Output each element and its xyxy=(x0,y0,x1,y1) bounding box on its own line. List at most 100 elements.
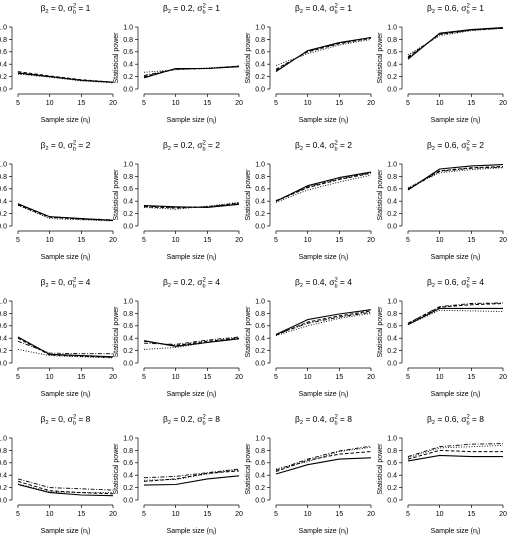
y-tick-label: 0.8 xyxy=(387,311,397,318)
y-tick-label: 0.8 xyxy=(123,448,133,455)
x-tick-label: 15 xyxy=(335,511,343,518)
y-tick-label: 0.2 xyxy=(123,348,133,355)
y-tick-label: 1.0 xyxy=(387,435,397,442)
x-tick-label: 5 xyxy=(406,237,410,244)
y-axis-label: Statistical power xyxy=(377,306,384,358)
panel-1-0: β2 = 0, σ2b = 2 0.0 0.2 0.4 0.6 0.8 1.0 5 10 15 20… xyxy=(0,140,117,263)
panel-title: β2 = 0.6, σ2 b = 1 xyxy=(427,3,484,16)
y-tick-label: 0.6 xyxy=(387,186,397,193)
series-line-solid xyxy=(17,336,114,358)
y-tick-label: 0.6 xyxy=(0,323,7,330)
y-tick-label: 0.2 xyxy=(255,74,265,81)
y-tick-label: 0.2 xyxy=(387,348,397,355)
x-tick-label: 10 xyxy=(304,511,312,518)
series-line-dashdot xyxy=(407,443,504,458)
panel-title: β2 = 0.2, σ2 b = 8 xyxy=(163,414,220,427)
y-tick-label: 0.8 xyxy=(123,37,133,44)
x-axis-label: Sample size (ni) xyxy=(299,254,349,263)
x-tick-label: 20 xyxy=(235,100,243,107)
x-tick-label: 5 xyxy=(406,511,410,518)
series-line-dashed xyxy=(407,449,503,460)
panel-title: β2 = 0.6, σ2 b = 8 xyxy=(427,414,484,427)
y-tick-label: 0.0 xyxy=(0,360,7,367)
series-line-dashdot xyxy=(17,203,114,221)
panel-title: β2 = 0, σ2 b = 2 xyxy=(41,140,91,153)
x-tick-label: 20 xyxy=(367,237,375,244)
series-line-dashdot xyxy=(17,73,114,83)
series-line-dotted xyxy=(407,27,504,56)
y-axis-label: Statistical power xyxy=(377,32,384,84)
panel-2-1: β2 = 0.2, σ2 b = 4 0.0 0.2 0.4 0.6 0.8 1.0 5 10 15… xyxy=(113,277,243,400)
x-axis-label: Sample size (ni) xyxy=(431,117,481,126)
y-tick-label: 0.6 xyxy=(387,49,397,56)
y-tick-label: 0.8 xyxy=(255,174,265,181)
series-line-dashed xyxy=(407,166,504,190)
y-tick-label: 1.0 xyxy=(123,161,133,168)
y-tick-label: 0.0 xyxy=(255,223,265,230)
series-line-dotted xyxy=(275,38,372,66)
series-line-dashdot xyxy=(143,66,240,76)
y-tick-label: 0.4 xyxy=(387,62,397,69)
y-axis-label: Statistical power xyxy=(245,306,252,358)
y-tick-label: 1.0 xyxy=(387,161,397,168)
y-tick-label: 0.2 xyxy=(255,211,265,218)
panel-title: β2 = 0.6, σ2 b = 4 xyxy=(427,277,484,290)
series-line-dashdot xyxy=(143,468,240,479)
y-tick-label: 1.0 xyxy=(387,24,397,31)
y-tick-label: 0.0 xyxy=(387,497,397,504)
y-tick-label: 0.4 xyxy=(255,62,265,69)
x-tick-label: 20 xyxy=(367,511,375,518)
x-tick-label: 10 xyxy=(436,100,444,107)
y-tick-label: 0.8 xyxy=(387,37,397,44)
x-tick-label: 20 xyxy=(109,237,117,244)
series-line-dotted xyxy=(275,174,372,203)
x-tick-label: 10 xyxy=(304,100,312,107)
x-tick-label: 5 xyxy=(16,511,20,518)
y-tick-label: 0.2 xyxy=(123,211,133,218)
x-tick-label: 15 xyxy=(335,100,343,107)
y-tick-label: 0.8 xyxy=(255,311,265,318)
y-tick-label: 0.0 xyxy=(0,223,7,230)
x-tick-label: 5 xyxy=(274,100,278,107)
x-tick-label: 10 xyxy=(436,374,444,381)
y-tick-label: 0.0 xyxy=(0,86,7,93)
y-tick-label: 0.0 xyxy=(123,223,133,230)
y-axis-label: Statistical power xyxy=(377,443,384,495)
x-tick-label: 20 xyxy=(109,374,117,381)
series-line-dashed xyxy=(407,303,504,324)
series-line-dashed xyxy=(275,37,372,70)
x-tick-label: 15 xyxy=(203,511,211,518)
series-line-solid xyxy=(17,72,114,83)
series-line-dashdot xyxy=(275,311,372,335)
x-tick-label: 5 xyxy=(16,237,20,244)
y-tick-label: 0.2 xyxy=(387,74,397,81)
series-line-dashdot xyxy=(143,203,240,208)
series-line-dashed xyxy=(407,27,504,58)
y-tick-label: 0.4 xyxy=(0,336,7,343)
y-tick-label: 0.4 xyxy=(255,199,265,206)
series-line-dashdot xyxy=(275,172,372,202)
x-tick-label: 5 xyxy=(16,374,20,381)
series-line-solid xyxy=(17,483,114,497)
y-tick-label: 0.8 xyxy=(387,448,397,455)
y-tick-label: 0.6 xyxy=(387,323,397,330)
panel-1-3: β2 = 0.6, σ2 b = 2 0.0 0.2 0.4 0.6 0.8 1.0 5 10 15… xyxy=(377,140,507,263)
x-tick-label: 10 xyxy=(172,237,180,244)
x-tick-label: 20 xyxy=(109,100,117,107)
y-tick-label: 0.2 xyxy=(123,485,133,492)
series-line-dashdot xyxy=(407,302,504,324)
x-axis-label: Sample size (ni) xyxy=(299,117,349,126)
series-line-dashdot xyxy=(407,166,504,190)
y-tick-label: 0.8 xyxy=(0,37,7,44)
x-tick-label: 20 xyxy=(367,100,375,107)
x-tick-label: 20 xyxy=(367,374,375,381)
y-tick-label: 0.6 xyxy=(0,186,7,193)
y-tick-label: 1.0 xyxy=(123,298,133,305)
y-tick-label: 0.4 xyxy=(0,473,7,480)
x-tick-label: 5 xyxy=(142,237,146,244)
y-axis-label: Statistical power xyxy=(245,169,252,221)
series-line-solid xyxy=(275,36,372,73)
panel-3-0: β2 = 0, σ2b = 8 0.0 0.2 0.4 0.6 0.8 1.0 5 10 15 20… xyxy=(0,414,117,537)
y-tick-label: 0.0 xyxy=(255,497,265,504)
